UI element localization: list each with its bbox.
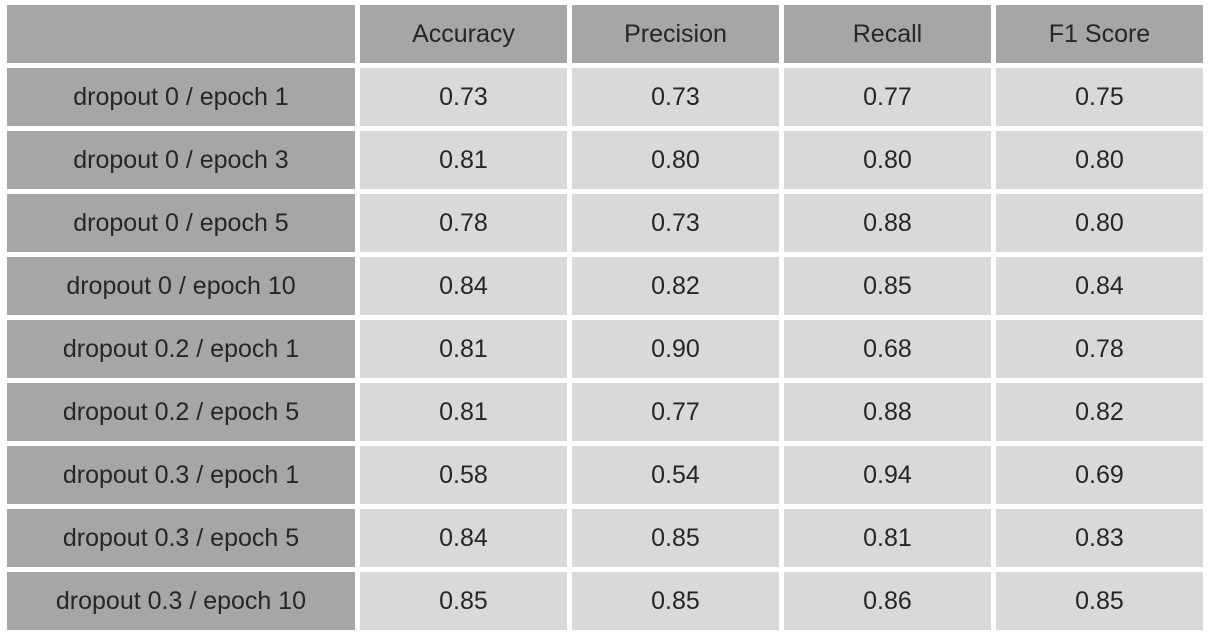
cell-accuracy: 0.73 (360, 68, 567, 126)
cell-f1-score: 0.85 (996, 572, 1203, 630)
cell-recall: 0.86 (784, 572, 991, 630)
cell-f1-score: 0.75 (996, 68, 1203, 126)
cell-recall: 0.85 (784, 257, 991, 315)
cell-f1-score: 0.69 (996, 446, 1203, 504)
cell-precision: 0.54 (572, 446, 779, 504)
table-row: dropout 0.2 / epoch 1 0.81 0.90 0.68 0.7… (7, 320, 1203, 378)
table-row: dropout 0.3 / epoch 5 0.84 0.85 0.81 0.8… (7, 509, 1203, 567)
cell-f1-score: 0.78 (996, 320, 1203, 378)
cell-precision: 0.85 (572, 572, 779, 630)
cell-recall: 0.88 (784, 383, 991, 441)
cell-accuracy: 0.81 (360, 383, 567, 441)
cell-recall: 0.77 (784, 68, 991, 126)
header-cell-f1-score: F1 Score (996, 5, 1203, 63)
cell-recall: 0.88 (784, 194, 991, 252)
header-cell-empty (7, 5, 355, 63)
row-label: dropout 0.3 / epoch 5 (7, 509, 355, 567)
cell-accuracy: 0.58 (360, 446, 567, 504)
cell-precision: 0.82 (572, 257, 779, 315)
table-row: dropout 0.2 / epoch 5 0.81 0.77 0.88 0.8… (7, 383, 1203, 441)
cell-f1-score: 0.82 (996, 383, 1203, 441)
cell-precision: 0.85 (572, 509, 779, 567)
row-label: dropout 0 / epoch 5 (7, 194, 355, 252)
cell-precision: 0.80 (572, 131, 779, 189)
table-row: dropout 0 / epoch 1 0.73 0.73 0.77 0.75 (7, 68, 1203, 126)
cell-recall: 0.80 (784, 131, 991, 189)
cell-f1-score: 0.80 (996, 194, 1203, 252)
cell-accuracy: 0.81 (360, 131, 567, 189)
cell-recall: 0.94 (784, 446, 991, 504)
table-header-row: Accuracy Precision Recall F1 Score (7, 5, 1203, 63)
cell-precision: 0.73 (572, 194, 779, 252)
table-row: dropout 0 / epoch 10 0.84 0.82 0.85 0.84 (7, 257, 1203, 315)
row-label: dropout 0.2 / epoch 5 (7, 383, 355, 441)
cell-recall: 0.81 (784, 509, 991, 567)
cell-accuracy: 0.85 (360, 572, 567, 630)
table-row: dropout 0 / epoch 3 0.81 0.80 0.80 0.80 (7, 131, 1203, 189)
row-label: dropout 0 / epoch 1 (7, 68, 355, 126)
row-label: dropout 0 / epoch 10 (7, 257, 355, 315)
row-label: dropout 0.2 / epoch 1 (7, 320, 355, 378)
cell-f1-score: 0.84 (996, 257, 1203, 315)
row-label: dropout 0 / epoch 3 (7, 131, 355, 189)
header-cell-accuracy: Accuracy (360, 5, 567, 63)
cell-f1-score: 0.83 (996, 509, 1203, 567)
row-label: dropout 0.3 / epoch 1 (7, 446, 355, 504)
cell-accuracy: 0.84 (360, 257, 567, 315)
cell-f1-score: 0.80 (996, 131, 1203, 189)
cell-accuracy: 0.84 (360, 509, 567, 567)
table-row: dropout 0 / epoch 5 0.78 0.73 0.88 0.80 (7, 194, 1203, 252)
cell-precision: 0.73 (572, 68, 779, 126)
cell-accuracy: 0.81 (360, 320, 567, 378)
header-cell-recall: Recall (784, 5, 991, 63)
header-cell-precision: Precision (572, 5, 779, 63)
row-label: dropout 0.3 / epoch 10 (7, 572, 355, 630)
cell-recall: 0.68 (784, 320, 991, 378)
cell-accuracy: 0.78 (360, 194, 567, 252)
cell-precision: 0.90 (572, 320, 779, 378)
table-row: dropout 0.3 / epoch 10 0.85 0.85 0.86 0.… (7, 572, 1203, 630)
cell-precision: 0.77 (572, 383, 779, 441)
table-row: dropout 0.3 / epoch 1 0.58 0.54 0.94 0.6… (7, 446, 1203, 504)
